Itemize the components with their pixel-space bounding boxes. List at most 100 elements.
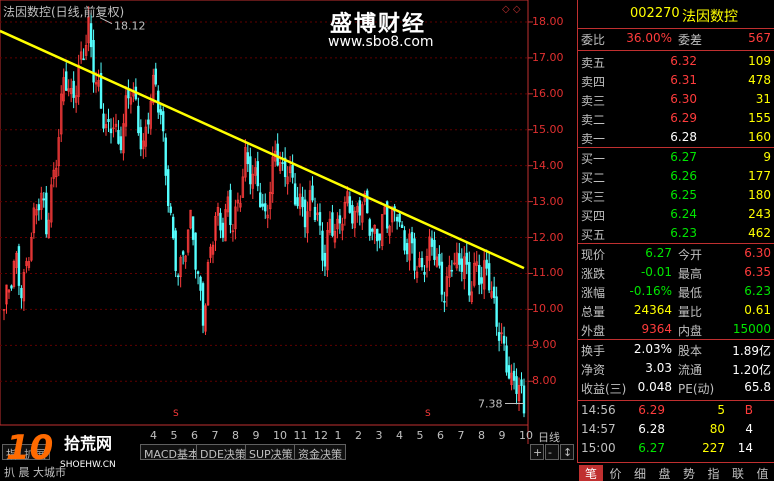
tab-sup[interactable]: SUP决策 — [245, 444, 297, 461]
x-tick-label: 10 — [519, 429, 533, 442]
kline-chart[interactable]: 18.12 7.38 S S — [0, 0, 576, 445]
fin-label: 收益(三) — [581, 382, 627, 396]
candle-body — [428, 236, 431, 261]
candle-body — [164, 137, 167, 176]
candle-body — [465, 252, 468, 265]
right-tab[interactable]: 价 — [609, 467, 622, 481]
candle-body — [323, 252, 327, 267]
stat-row: 总量 24364 量比 0.61 — [578, 303, 774, 322]
ask-row[interactable]: 卖四 6.31 478 — [578, 73, 774, 92]
candle-body — [415, 271, 419, 278]
tab-indicator[interactable]: 指 — [2, 444, 21, 461]
candle-body — [395, 216, 399, 222]
stat-row: 现价 6.27 今开 6.30 — [578, 246, 774, 265]
x-tick-label: 8 — [232, 429, 239, 442]
bid-volume: 462 — [748, 226, 771, 240]
candle-body — [30, 236, 33, 261]
candle-body — [482, 260, 486, 290]
right-tab[interactable]: 细 — [633, 467, 646, 481]
candle-body — [224, 209, 227, 242]
ask-price: 6.32 — [670, 54, 697, 68]
x-tick-label: 7 — [457, 429, 465, 442]
y-tick-label: 8.00 — [532, 374, 557, 388]
ask-row[interactable]: 卖三 6.30 31 — [578, 92, 774, 111]
tab-fund[interactable]: 资金决策 — [294, 444, 346, 461]
watermark-url: www.sbo8.com — [328, 34, 434, 50]
right-tab[interactable]: 势 — [682, 467, 695, 481]
stat-value: 15000 — [732, 322, 771, 336]
candle-body — [371, 228, 374, 232]
bid-volume: 177 — [748, 169, 771, 183]
period-label[interactable]: 日线 — [538, 431, 560, 444]
bid-row[interactable]: 买三 6.25 180 — [578, 188, 774, 207]
tab-extend[interactable]: 扩展 — [20, 444, 50, 461]
candle-body — [435, 256, 439, 267]
logo-text: 拾荒网 — [64, 434, 113, 453]
candle-body — [296, 197, 299, 207]
y-tick-label: 11.00 — [532, 266, 564, 280]
candle-body — [261, 203, 264, 207]
bid-price: 6.23 — [670, 226, 697, 240]
bid-row[interactable]: 买五 6.23 462 — [578, 226, 774, 245]
bid-volume: 243 — [748, 207, 771, 221]
candle-body — [356, 206, 359, 213]
candle-body — [87, 16, 90, 44]
bottom-status-row: 扒 晨 大城市 — [0, 462, 577, 481]
tick-row: 14:57 6.28 80 4 — [578, 422, 774, 441]
candle-body — [328, 218, 332, 233]
zoom-in-button[interactable]: + — [530, 444, 544, 460]
candle-body — [487, 263, 491, 291]
candle-body — [361, 204, 364, 223]
candle-body — [343, 202, 347, 219]
candle-body — [159, 109, 162, 115]
tab-dde[interactable]: DDE决策 — [196, 444, 250, 461]
ask-row[interactable]: 卖二 6.29 155 — [578, 111, 774, 130]
candle-body — [453, 262, 456, 265]
candle-body — [311, 185, 314, 201]
right-tab[interactable]: 联 — [731, 467, 744, 481]
candle-body — [378, 233, 381, 241]
candle-body — [229, 189, 232, 226]
candle-body — [32, 207, 36, 234]
bid-row[interactable]: 买一 6.27 9 — [578, 150, 774, 169]
candle-body — [216, 206, 220, 216]
candle-body — [176, 275, 180, 278]
ask-row[interactable]: 卖一 6.28 160 — [578, 130, 774, 149]
zoom-out-button[interactable]: - — [545, 444, 559, 460]
tab-macd[interactable]: MACD基本 — [140, 444, 203, 461]
ask-volume: 160 — [748, 130, 771, 144]
x-tick-label: 4 — [150, 429, 157, 442]
y-tick-label: 12.00 — [532, 230, 564, 244]
candle-body — [239, 202, 242, 208]
bid-row[interactable]: 买二 6.26 177 — [578, 169, 774, 188]
candle-body — [380, 214, 384, 246]
candle-body — [517, 385, 521, 402]
candle-body — [102, 113, 105, 129]
right-tab[interactable]: 盘 — [658, 467, 671, 481]
candle-body — [42, 198, 46, 201]
candle-body — [55, 167, 58, 178]
candle-body — [341, 223, 344, 231]
kline-chart-area[interactable]: 18.12 7.38 S S 法因数控(日线,前复权) 盛博财经 www.sbo8.c… — [0, 0, 576, 445]
candle-body — [149, 100, 152, 129]
scroll-button[interactable]: ↕ — [560, 444, 574, 460]
candle-body — [348, 196, 352, 213]
candle-body — [251, 173, 255, 189]
candle-body — [219, 212, 222, 231]
right-tab[interactable]: 值 — [756, 467, 769, 481]
stat-value: 6.27 — [645, 246, 672, 260]
candle-body — [405, 243, 409, 255]
candle-body — [244, 147, 247, 178]
candle-body — [174, 230, 177, 272]
right-tab[interactable]: 笔 — [579, 465, 603, 481]
ask-row[interactable]: 卖五 6.32 109 — [578, 54, 774, 73]
bid-row[interactable]: 买四 6.24 243 — [578, 207, 774, 226]
candle-body — [92, 40, 95, 83]
candle-body — [15, 252, 18, 268]
right-tab[interactable]: 指 — [707, 467, 720, 481]
candle-body — [204, 305, 207, 332]
candle-body — [478, 265, 481, 285]
bid-volume: 9 — [763, 150, 771, 164]
candle-body — [84, 44, 88, 56]
diamond-icon[interactable]: ◇ ◇ — [502, 4, 521, 15]
